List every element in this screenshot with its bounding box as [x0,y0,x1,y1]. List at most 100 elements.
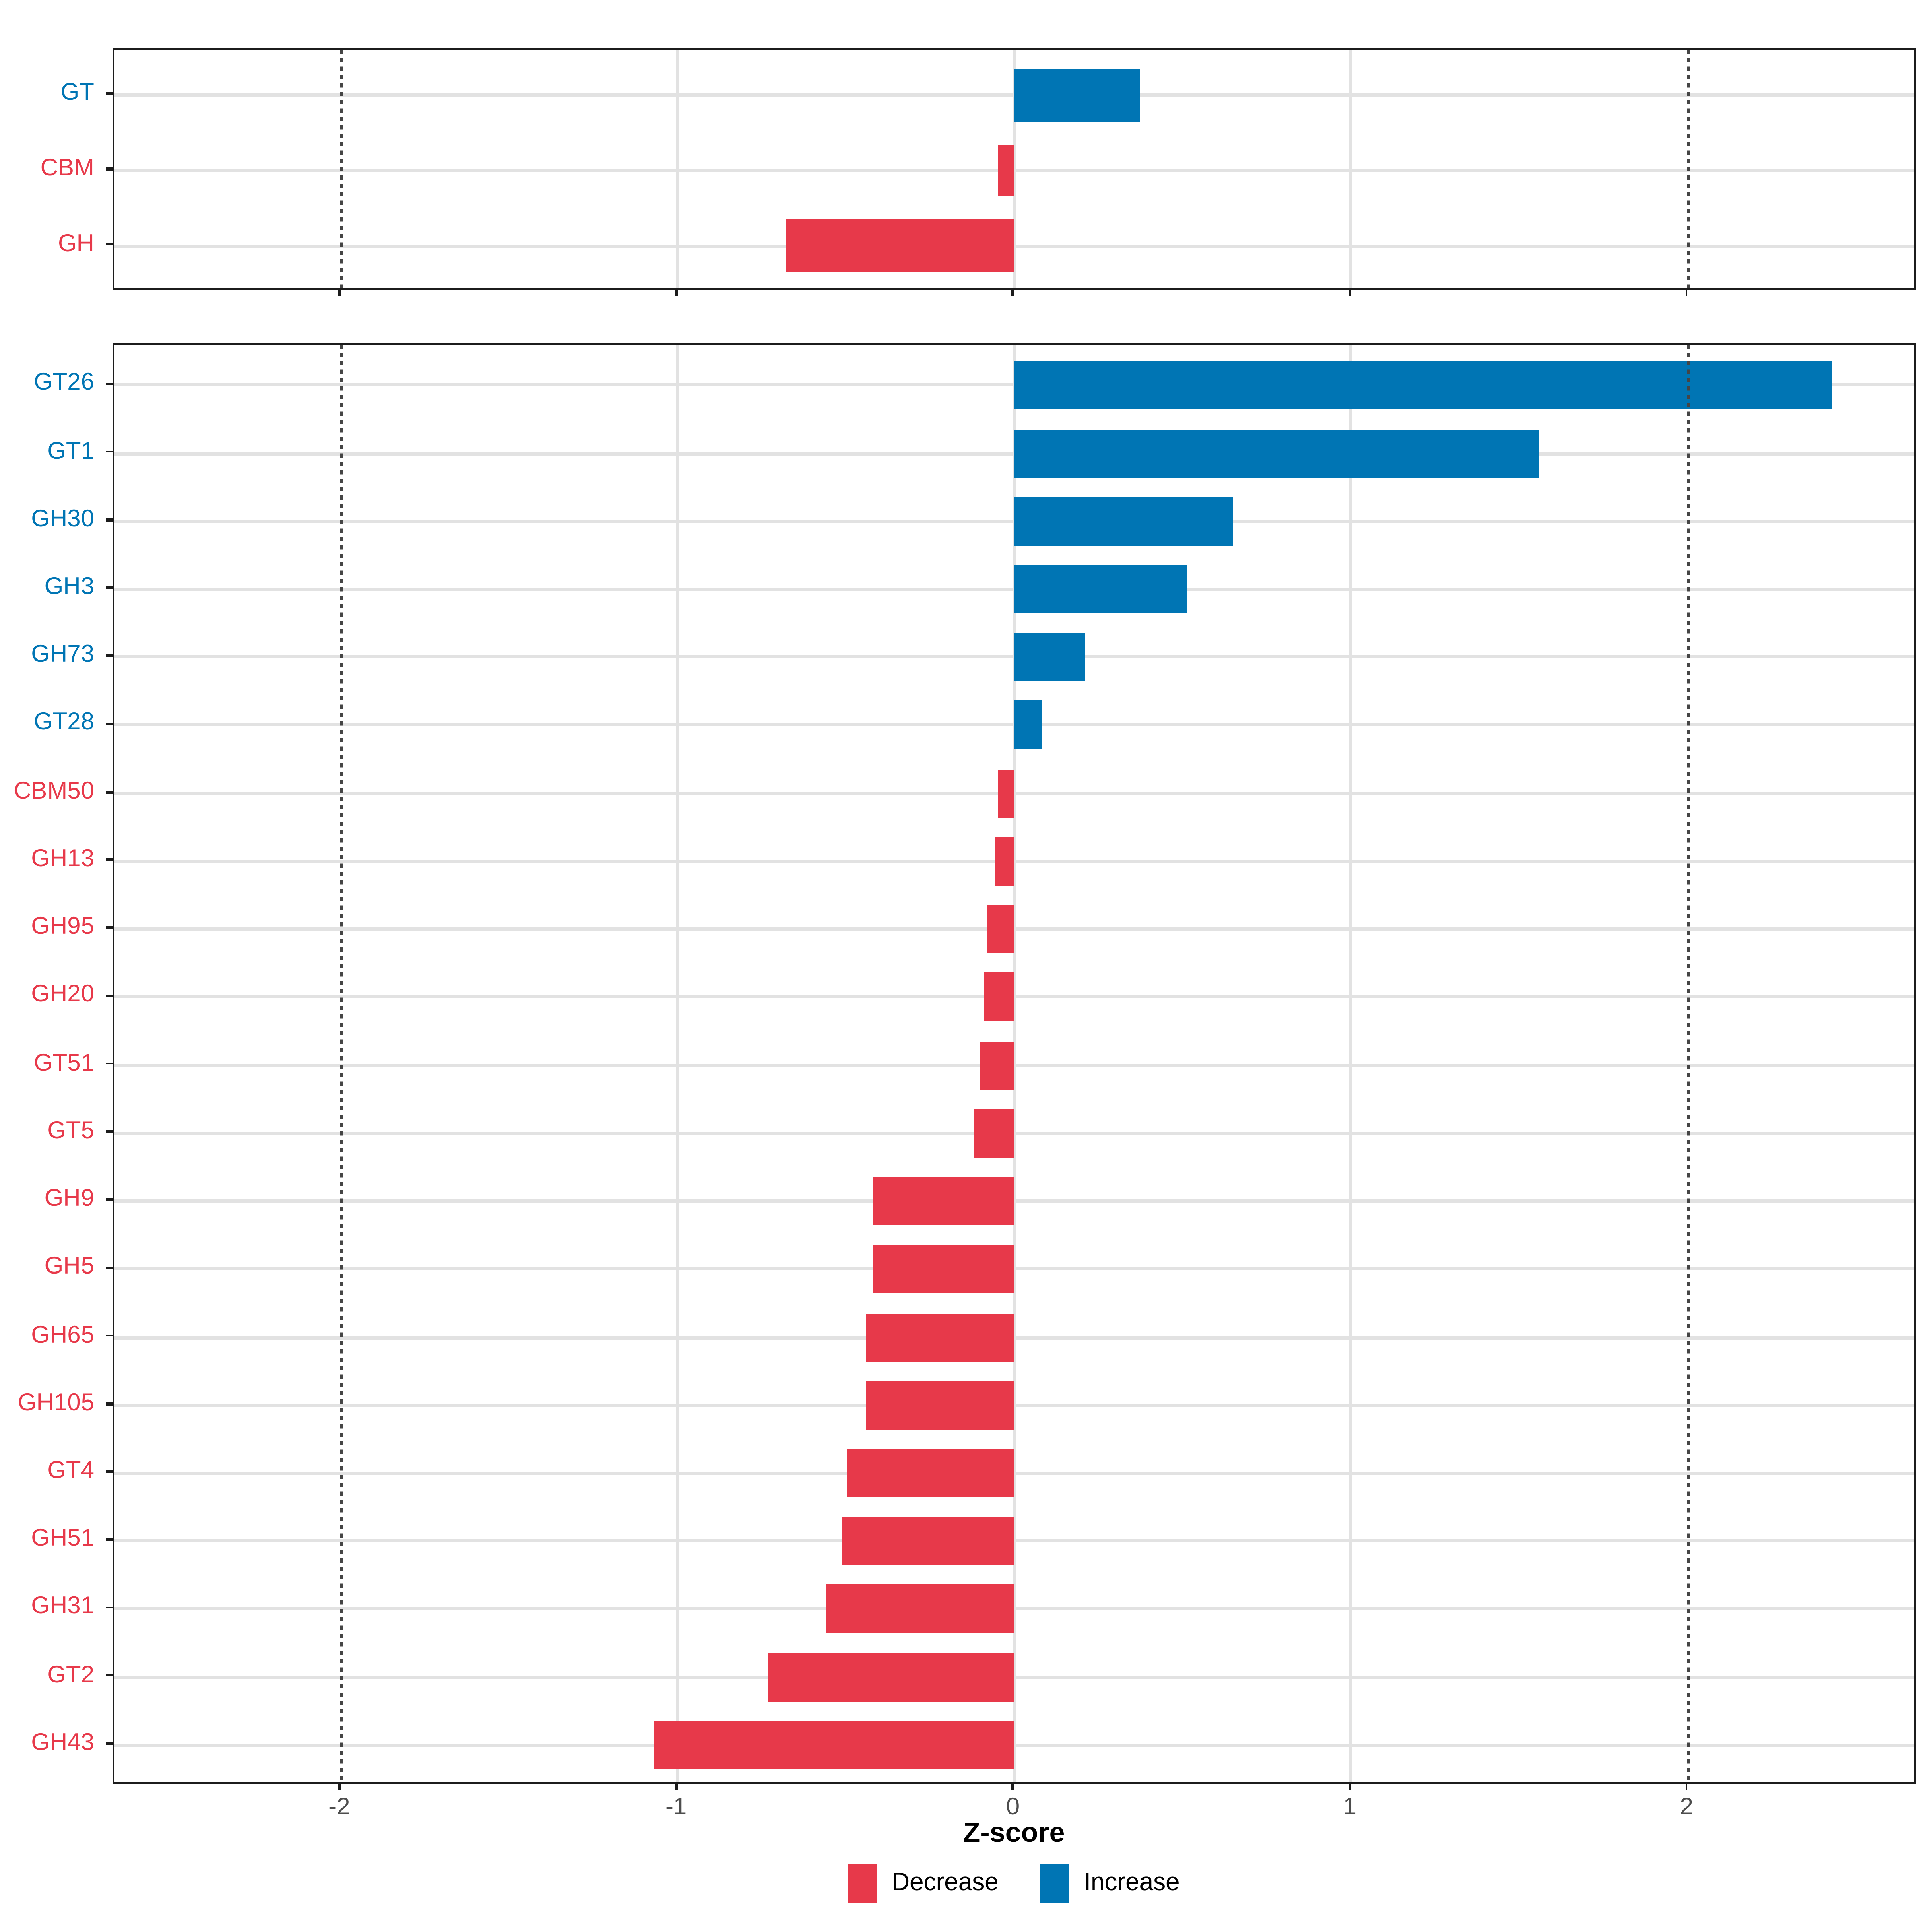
gridline-x-0 [1013,345,1016,1783]
category-label-GT: GT [60,79,94,107]
bar-CBM [997,144,1015,197]
bar-GT51 [980,1041,1015,1090]
x-tick-1-panel-0 [1348,289,1351,295]
x-tick-label-1: 1 [1343,1794,1356,1821]
gridline-x-1 [1350,50,1353,287]
x-tick--1-panel-1 [675,1784,677,1791]
y-tick-GT51 [105,1062,112,1065]
legend-label-decrease: Decrease [892,1869,999,1897]
panel-families [112,343,1916,1784]
category-label-GH95: GH95 [31,913,94,941]
bar-GH95 [987,905,1015,954]
category-label-GH20: GH20 [31,981,94,1009]
x-tick-label--1: -1 [665,1794,687,1821]
y-tick-GH20 [105,994,112,997]
category-label-CBM50: CBM50 [13,777,94,805]
y-tick-GH73 [105,654,112,657]
category-label-GH13: GH13 [31,845,94,873]
y-tick-GT [105,92,112,95]
category-label-GT26: GT26 [33,369,94,397]
y-tick-GH43 [105,1742,112,1745]
bar-GH13 [994,837,1015,886]
y-tick-GT26 [105,382,112,385]
bar-GH5 [873,1245,1015,1294]
category-label-CBM: CBM [40,154,94,182]
bar-GT4 [846,1449,1015,1497]
dashed-guide-x-2 [1686,345,1690,1783]
category-label-GH105: GH105 [17,1389,94,1417]
y-tick-GH105 [105,1402,112,1405]
y-tick-GH51 [105,1538,112,1541]
category-label-GT2: GT2 [47,1661,94,1688]
y-tick-GT28 [105,722,112,725]
x-tick-label--2: -2 [328,1794,350,1821]
x-tick-2-panel-1 [1685,1784,1688,1791]
bar-GH65 [866,1313,1015,1362]
y-tick-CBM [105,167,112,170]
bar-GH31 [826,1585,1015,1633]
x-tick-label-2: 2 [1680,1794,1693,1821]
category-label-GH43: GH43 [31,1729,94,1757]
bar-GH51 [842,1517,1015,1565]
bar-GT [1014,69,1139,122]
category-label-GH: GH [58,229,94,257]
gridline-x-0 [1013,50,1016,287]
legend-swatch-increase-icon [1040,1864,1069,1903]
y-tick-GH [105,242,112,246]
category-label-GT1: GT1 [47,437,94,465]
x-tick-0-panel-0 [1011,289,1014,295]
bar-GH43 [654,1721,1015,1769]
category-label-GT51: GT51 [33,1049,94,1077]
category-label-GH9: GH9 [44,1185,94,1213]
category-label-GT5: GT5 [47,1117,94,1145]
category-label-GH31: GH31 [31,1593,94,1620]
y-tick-CBM50 [105,790,112,793]
gridline-x-1 [1350,345,1353,1783]
x-tick-1-panel-1 [1348,1784,1351,1791]
category-label-GH30: GH30 [31,505,94,533]
category-label-GT4: GT4 [47,1457,94,1484]
y-tick-GH5 [105,1266,112,1269]
bar-GT5 [974,1109,1015,1158]
bar-GH [785,219,1015,272]
dashed-guide-x--2 [339,345,343,1783]
bar-GH20 [984,973,1015,1022]
x-axis-title: Z-score [963,1816,1065,1848]
y-tick-GT1 [105,450,112,453]
y-tick-GH31 [105,1606,112,1609]
x-tick-0-panel-1 [1011,1784,1014,1791]
legend-swatch-decrease-icon [848,1864,877,1903]
gridline-x--1 [676,345,679,1783]
bar-GH30 [1014,497,1234,546]
legend-item-increase: Increase [1040,1864,1180,1903]
gridline-x--1 [676,50,679,287]
bar-GT26 [1014,361,1833,410]
y-tick-GH30 [105,518,112,521]
bar-CBM50 [997,769,1015,817]
bar-GH105 [866,1381,1015,1429]
y-tick-GT5 [105,1130,112,1133]
category-label-GH3: GH3 [44,573,94,601]
y-tick-GH13 [105,858,112,861]
panel-families-plot-area [114,345,1914,1783]
panel-class-summary-plot-area [114,50,1914,287]
category-label-GT28: GT28 [33,709,94,737]
x-tick--2-panel-1 [338,1784,341,1791]
y-tick-GH3 [105,586,112,589]
bar-GH9 [873,1177,1015,1226]
legend-label-increase: Increase [1084,1869,1180,1897]
bar-GT1 [1014,429,1540,478]
bar-GT2 [768,1653,1015,1701]
y-tick-GH9 [105,1198,112,1201]
bar-GT28 [1014,701,1042,749]
dashed-guide-x-2 [1686,50,1690,287]
bar-GH3 [1014,565,1187,613]
legend: Decrease Increase [112,1864,1916,1903]
category-label-GH65: GH65 [31,1321,94,1349]
y-tick-GT2 [105,1674,112,1677]
panel-class-summary [112,49,1916,289]
category-label-GH73: GH73 [31,641,94,669]
category-label-GH5: GH5 [44,1253,94,1281]
y-tick-GT4 [105,1470,112,1473]
